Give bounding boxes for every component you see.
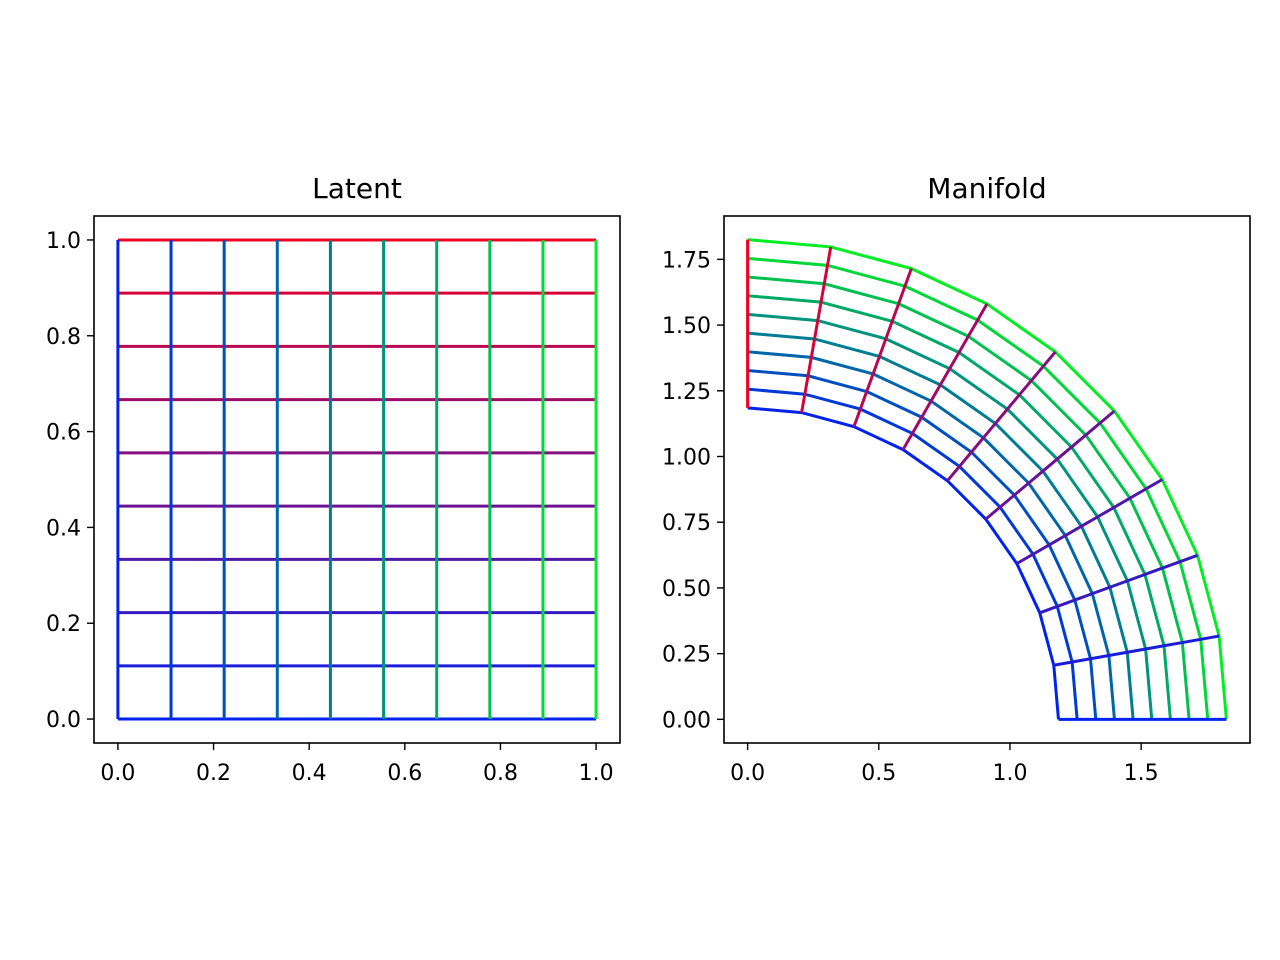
manifold-y-tick-label: 0.25 <box>662 643 711 668</box>
latent-y-ticks: 0.0 0.2 0.4 0.6 0.8 1.0 <box>46 229 94 733</box>
latent-y-tick-label: 0.6 <box>46 421 81 446</box>
manifold-radial-line <box>1053 634 1220 667</box>
manifold-y-tick-label: 0.50 <box>662 577 711 602</box>
latent-x-tick-label: 0.8 <box>483 761 518 786</box>
latent-axes-frame <box>93 215 621 744</box>
manifold-x-tick-label: 0.5 <box>861 761 896 786</box>
latent-x-tick-label: 0.0 <box>100 761 135 786</box>
manifold-arc-line <box>747 406 1060 720</box>
manifold-arc-line <box>747 275 1191 720</box>
manifold-arc-line <box>747 238 1228 720</box>
latent-y-tick-label: 0.4 <box>46 516 81 541</box>
latent-y-tick-label: 0.2 <box>46 612 81 637</box>
manifold-radial-line <box>901 303 989 451</box>
latent-x-tick-label: 0.6 <box>387 761 422 786</box>
manifold-y-tick-label: 0.00 <box>662 708 711 733</box>
latent-x-tick-label: 1.0 <box>579 761 614 786</box>
manifold-x-tick-label: 1.0 <box>992 761 1027 786</box>
manifold-plot-lines <box>746 238 1228 721</box>
manifold-radial-line <box>1016 478 1163 565</box>
manifold-x-tick-label: 1.5 <box>1124 761 1159 786</box>
manifold-arc-line <box>747 294 1172 720</box>
latent-y-tick-label: 1.0 <box>46 229 81 254</box>
latent-y-tick-label: 0.8 <box>46 325 81 350</box>
latent-x-ticks: 0.0 0.2 0.4 0.6 0.8 1.0 <box>100 743 614 786</box>
manifold-arc-line <box>747 331 1135 720</box>
manifold-arc-line <box>747 312 1154 720</box>
manifold-y-tick-label: 1.25 <box>662 380 711 405</box>
latent-title: Latent <box>312 172 402 205</box>
manifold-axes-frame <box>723 215 1251 744</box>
manifold-arc-line <box>747 350 1116 720</box>
manifold-x-ticks: 0.0 0.5 1.0 1.5 <box>730 743 1159 786</box>
manifold-arc-line <box>747 368 1098 720</box>
latent-panel: Latent 0.0 0.2 0.4 0.6 0.8 1.0 0.00.20.40.60.… <box>46 172 621 786</box>
latent-x-tick-label: 0.4 <box>292 761 327 786</box>
manifold-radial-line <box>800 246 833 413</box>
manifold-title: Manifold <box>927 172 1046 205</box>
manifold-radial-line <box>1039 553 1199 615</box>
manifold-radial-line <box>852 268 913 428</box>
manifold-panel: Manifold 0.0 0.5 1.0 1.5 0.00 0.25 0.50 0.75 1.… <box>662 172 1251 786</box>
manifold-y-tick-label: 1.75 <box>662 248 711 273</box>
latent-plot-lines <box>116 238 598 721</box>
manifold-y-tick-label: 1.50 <box>662 314 711 339</box>
manifold-arc-line <box>747 256 1210 720</box>
latent-x-tick-label: 0.2 <box>196 761 231 786</box>
manifold-y-tick-label: 0.75 <box>662 511 711 536</box>
manifold-y-tick-label: 1.00 <box>662 446 711 471</box>
manifold-y-ticks: 0.00 0.25 0.50 0.75 1.00 1.25 1.50 1.75 <box>662 248 724 733</box>
manifold-arc-line <box>747 387 1079 720</box>
latent-y-tick-label: 0.0 <box>46 708 81 733</box>
manifold-x-tick-label: 0.0 <box>730 761 765 786</box>
manifold-radial-line <box>946 350 1057 482</box>
manifold-radial-line <box>984 409 1116 521</box>
